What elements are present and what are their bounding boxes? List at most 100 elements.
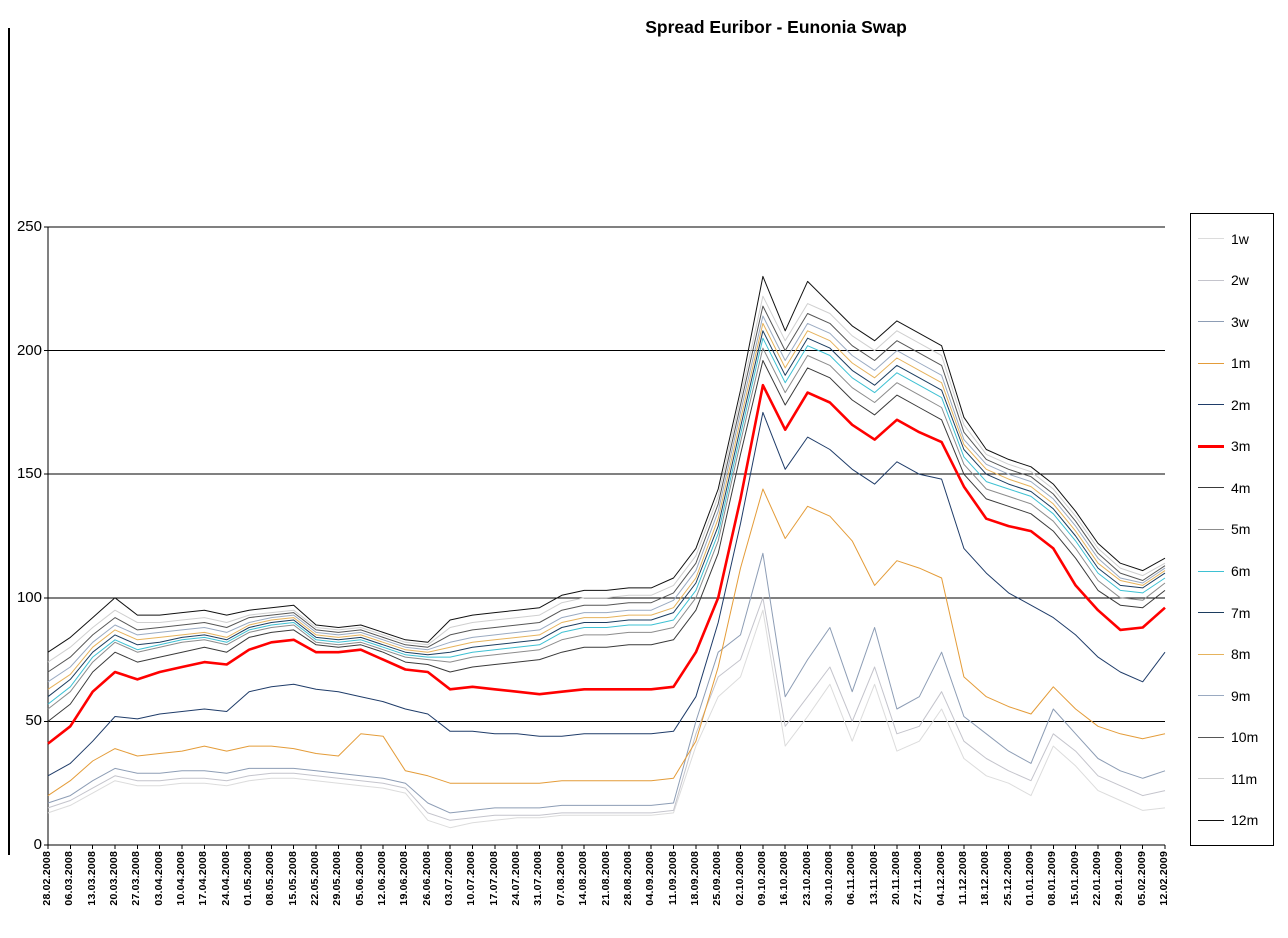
y-axis-label: 0 <box>33 836 42 853</box>
x-axis-label: 24.04.2008 <box>219 851 232 906</box>
x-axis-label: 28.02.2008 <box>41 851 53 906</box>
x-axis-label: 19.06.2008 <box>398 851 411 906</box>
legend-line-sample-icon <box>1198 819 1224 821</box>
legend-line-sample-icon <box>1198 528 1224 530</box>
legend-label: 6m <box>1231 563 1251 580</box>
left-border-line <box>8 28 10 855</box>
legend-label: 2m <box>1231 396 1251 413</box>
x-axis-label: 01.05.2008 <box>242 851 255 906</box>
y-axis-label: 50 <box>25 712 42 730</box>
legend-item-2m: 2m <box>1191 397 1273 413</box>
legend-item-2w: 2w <box>1191 272 1273 288</box>
legend-label: 9m <box>1231 687 1251 704</box>
series-line-2m <box>47 411 1166 777</box>
legend-label: 1w <box>1231 230 1249 247</box>
x-axis-label: 05.02.2009 <box>1135 851 1148 906</box>
x-axis-label: 06.03.2008 <box>63 851 76 906</box>
x-axis-label: 25.12.2008 <box>1001 851 1014 906</box>
x-axis-label: 12.06.2008 <box>376 851 389 906</box>
legend-item-9m: 9m <box>1191 688 1273 704</box>
x-axis-label: 30.10.2008 <box>822 851 835 906</box>
series-line-7m <box>47 330 1166 698</box>
legend-line-sample-icon <box>1198 487 1224 489</box>
x-axis-label: 26.06.2008 <box>420 851 433 906</box>
legend-item-7m: 7m <box>1191 605 1273 621</box>
legend-item-6m: 6m <box>1191 563 1273 579</box>
x-axis-label: 22.05.2008 <box>309 851 322 906</box>
x-axis-label: 11.09.2008 <box>666 851 679 905</box>
x-axis-label: 08.01.2009 <box>1046 851 1059 906</box>
x-axis-label: 17.04.2008 <box>197 851 210 906</box>
legend-label: 3w <box>1231 313 1249 330</box>
legend-label: 7m <box>1231 604 1251 621</box>
x-axis-label: 27.03.2008 <box>130 851 143 906</box>
x-axis-label: 23.10.2008 <box>800 851 813 906</box>
legend-line-sample-icon <box>1198 778 1224 780</box>
legend-item-10m: 10m <box>1191 729 1273 745</box>
y-axis-label: 100 <box>16 588 42 606</box>
x-axis-label: 27.11.2008 <box>912 851 925 905</box>
x-axis-label: 05.06.2008 <box>353 851 366 906</box>
legend-label: 10m <box>1231 729 1259 746</box>
x-axis-label: 22.01.2009 <box>1090 851 1103 906</box>
x-axis-label: 16.10.2008 <box>778 851 791 906</box>
legend-line-sample-icon <box>1198 695 1224 697</box>
legend-item-3m: 3m <box>1191 438 1273 454</box>
legend-line-sample-icon <box>1198 612 1224 614</box>
series-line-6m <box>47 337 1166 705</box>
x-axis-label: 25.09.2008 <box>711 851 724 906</box>
legend-item-12m: 12m <box>1191 812 1273 828</box>
y-axis-label: 200 <box>16 341 42 359</box>
legend-line-sample-icon <box>1198 570 1224 572</box>
y-axis-label: 150 <box>16 465 42 483</box>
series-line-5m <box>47 347 1166 710</box>
legend-item-1w: 1w <box>1191 231 1273 247</box>
y-axis-label: 250 <box>16 218 42 235</box>
legend: 1w 2w 3w 1m 2m 3m 4m 5m 6m 7m 8m 9m 10m 11m 12m <box>1190 213 1274 846</box>
legend-label: 3m <box>1231 438 1251 455</box>
legend-item-5m: 5m <box>1191 521 1273 537</box>
x-axis-label: 04.09.2008 <box>644 851 657 906</box>
x-axis-label: 14.08.2008 <box>577 851 590 906</box>
x-axis-label: 03.07.2008 <box>443 851 456 906</box>
x-axis-label: 18.09.2008 <box>688 851 701 906</box>
x-axis-label: 01.01.2009 <box>1023 851 1036 906</box>
x-axis-label: 29.01.2009 <box>1113 851 1126 906</box>
x-axis-label: 24.07.2008 <box>510 851 523 906</box>
legend-label: 2w <box>1231 272 1249 289</box>
x-axis-label: 11.12.2008 <box>956 851 969 905</box>
x-axis-label: 10.04.2008 <box>175 851 188 906</box>
x-axis-label: 17.07.2008 <box>487 851 500 906</box>
series-line-12m <box>47 275 1166 653</box>
x-axis-label: 15.01.2009 <box>1068 851 1081 906</box>
series-line-1m <box>47 488 1166 797</box>
x-axis-label: 13.11.2008 <box>867 851 880 905</box>
series-line-10m <box>47 305 1166 673</box>
x-axis-label: 09.10.2008 <box>755 851 768 906</box>
x-axis-label: 10.07.2008 <box>465 851 478 906</box>
x-axis-label: 31.07.2008 <box>532 851 545 906</box>
legend-line-sample-icon <box>1198 321 1224 323</box>
legend-line-sample-icon <box>1198 362 1224 364</box>
x-axis-label: 20.03.2008 <box>108 851 121 906</box>
series-line-1w <box>47 609 1166 829</box>
x-axis-label: 04.12.2008 <box>934 851 947 906</box>
legend-item-11m: 11m <box>1191 771 1273 787</box>
x-axis-label: 15.05.2008 <box>286 851 299 906</box>
x-axis-label: 08.05.2008 <box>264 851 277 906</box>
series-line-3m <box>47 383 1166 745</box>
legend-label: 11m <box>1231 770 1258 787</box>
x-axis-label: 21.08.2008 <box>599 851 612 906</box>
series-line-4m <box>47 360 1166 722</box>
legend-item-4m: 4m <box>1191 480 1273 496</box>
legend-label: 1m <box>1231 355 1251 372</box>
chart-title: Spread Euribor - Eunonia Swap <box>645 17 907 37</box>
x-axis-label: 29.05.2008 <box>331 851 344 906</box>
series-line-2w <box>47 597 1166 821</box>
x-axis-label: 02.10.2008 <box>733 851 746 906</box>
legend-line-sample-icon <box>1198 404 1224 406</box>
x-axis-label: 12.02.2009 <box>1158 851 1170 906</box>
series-line-9m <box>47 315 1166 683</box>
